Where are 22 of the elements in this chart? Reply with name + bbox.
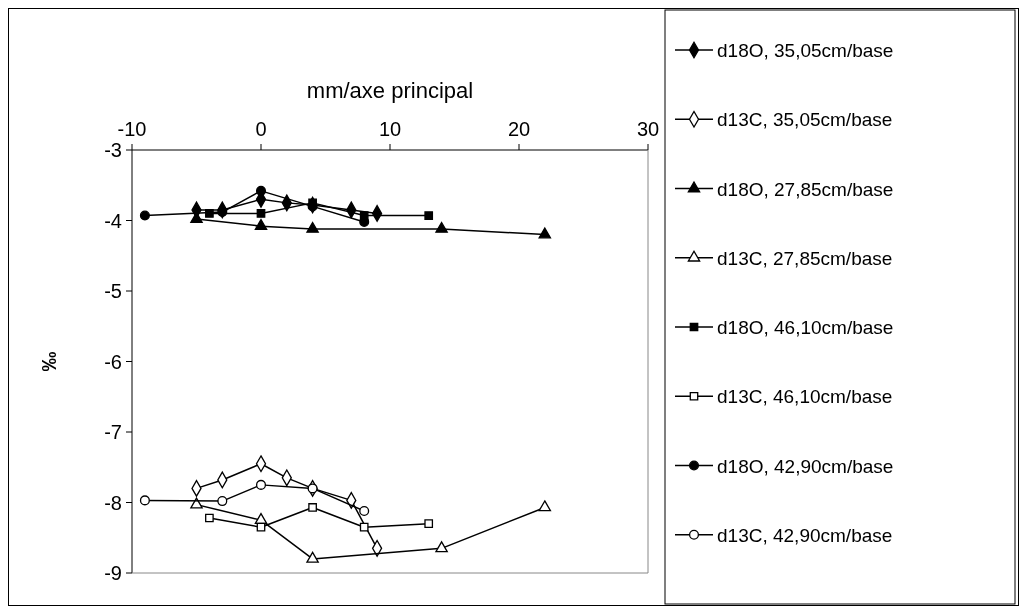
y-tick-label: -9 bbox=[104, 562, 122, 584]
y-axis-title: ‰ bbox=[38, 351, 60, 372]
y-tick-label: -4 bbox=[104, 209, 122, 232]
x-tick-label: 30 bbox=[636, 118, 660, 140]
legend-label: d18O, 27,85cm/base bbox=[717, 178, 894, 200]
legend-label: d13C, 27,85cm/base bbox=[717, 247, 893, 269]
legend-label: d13C, 46,10cm/base bbox=[717, 386, 893, 408]
x-tick-label: 10 bbox=[378, 118, 402, 140]
x-axis-title: mm/axe principal bbox=[306, 78, 474, 103]
x-tick-label: -10 bbox=[117, 118, 147, 140]
y-tick-label: -7 bbox=[104, 421, 122, 443]
legend-label: d18O, 35,05cm/base bbox=[717, 40, 894, 61]
y-tick-label: -8 bbox=[104, 491, 122, 514]
x-tick-label: 20 bbox=[507, 118, 531, 140]
legend-label: d18O, 46,10cm/base bbox=[717, 317, 894, 338]
x-tick-label: 0 bbox=[255, 118, 267, 140]
y-tick-label: -3 bbox=[104, 139, 122, 161]
y-tick-label: -5 bbox=[104, 280, 122, 302]
legend-label: d13C, 35,05cm/base bbox=[717, 109, 893, 131]
legend-label: d18O, 42,90cm/base bbox=[717, 455, 894, 477]
legend-label: d13C, 42,90cm/base bbox=[717, 524, 893, 546]
y-tick-label: -6 bbox=[104, 350, 122, 373]
